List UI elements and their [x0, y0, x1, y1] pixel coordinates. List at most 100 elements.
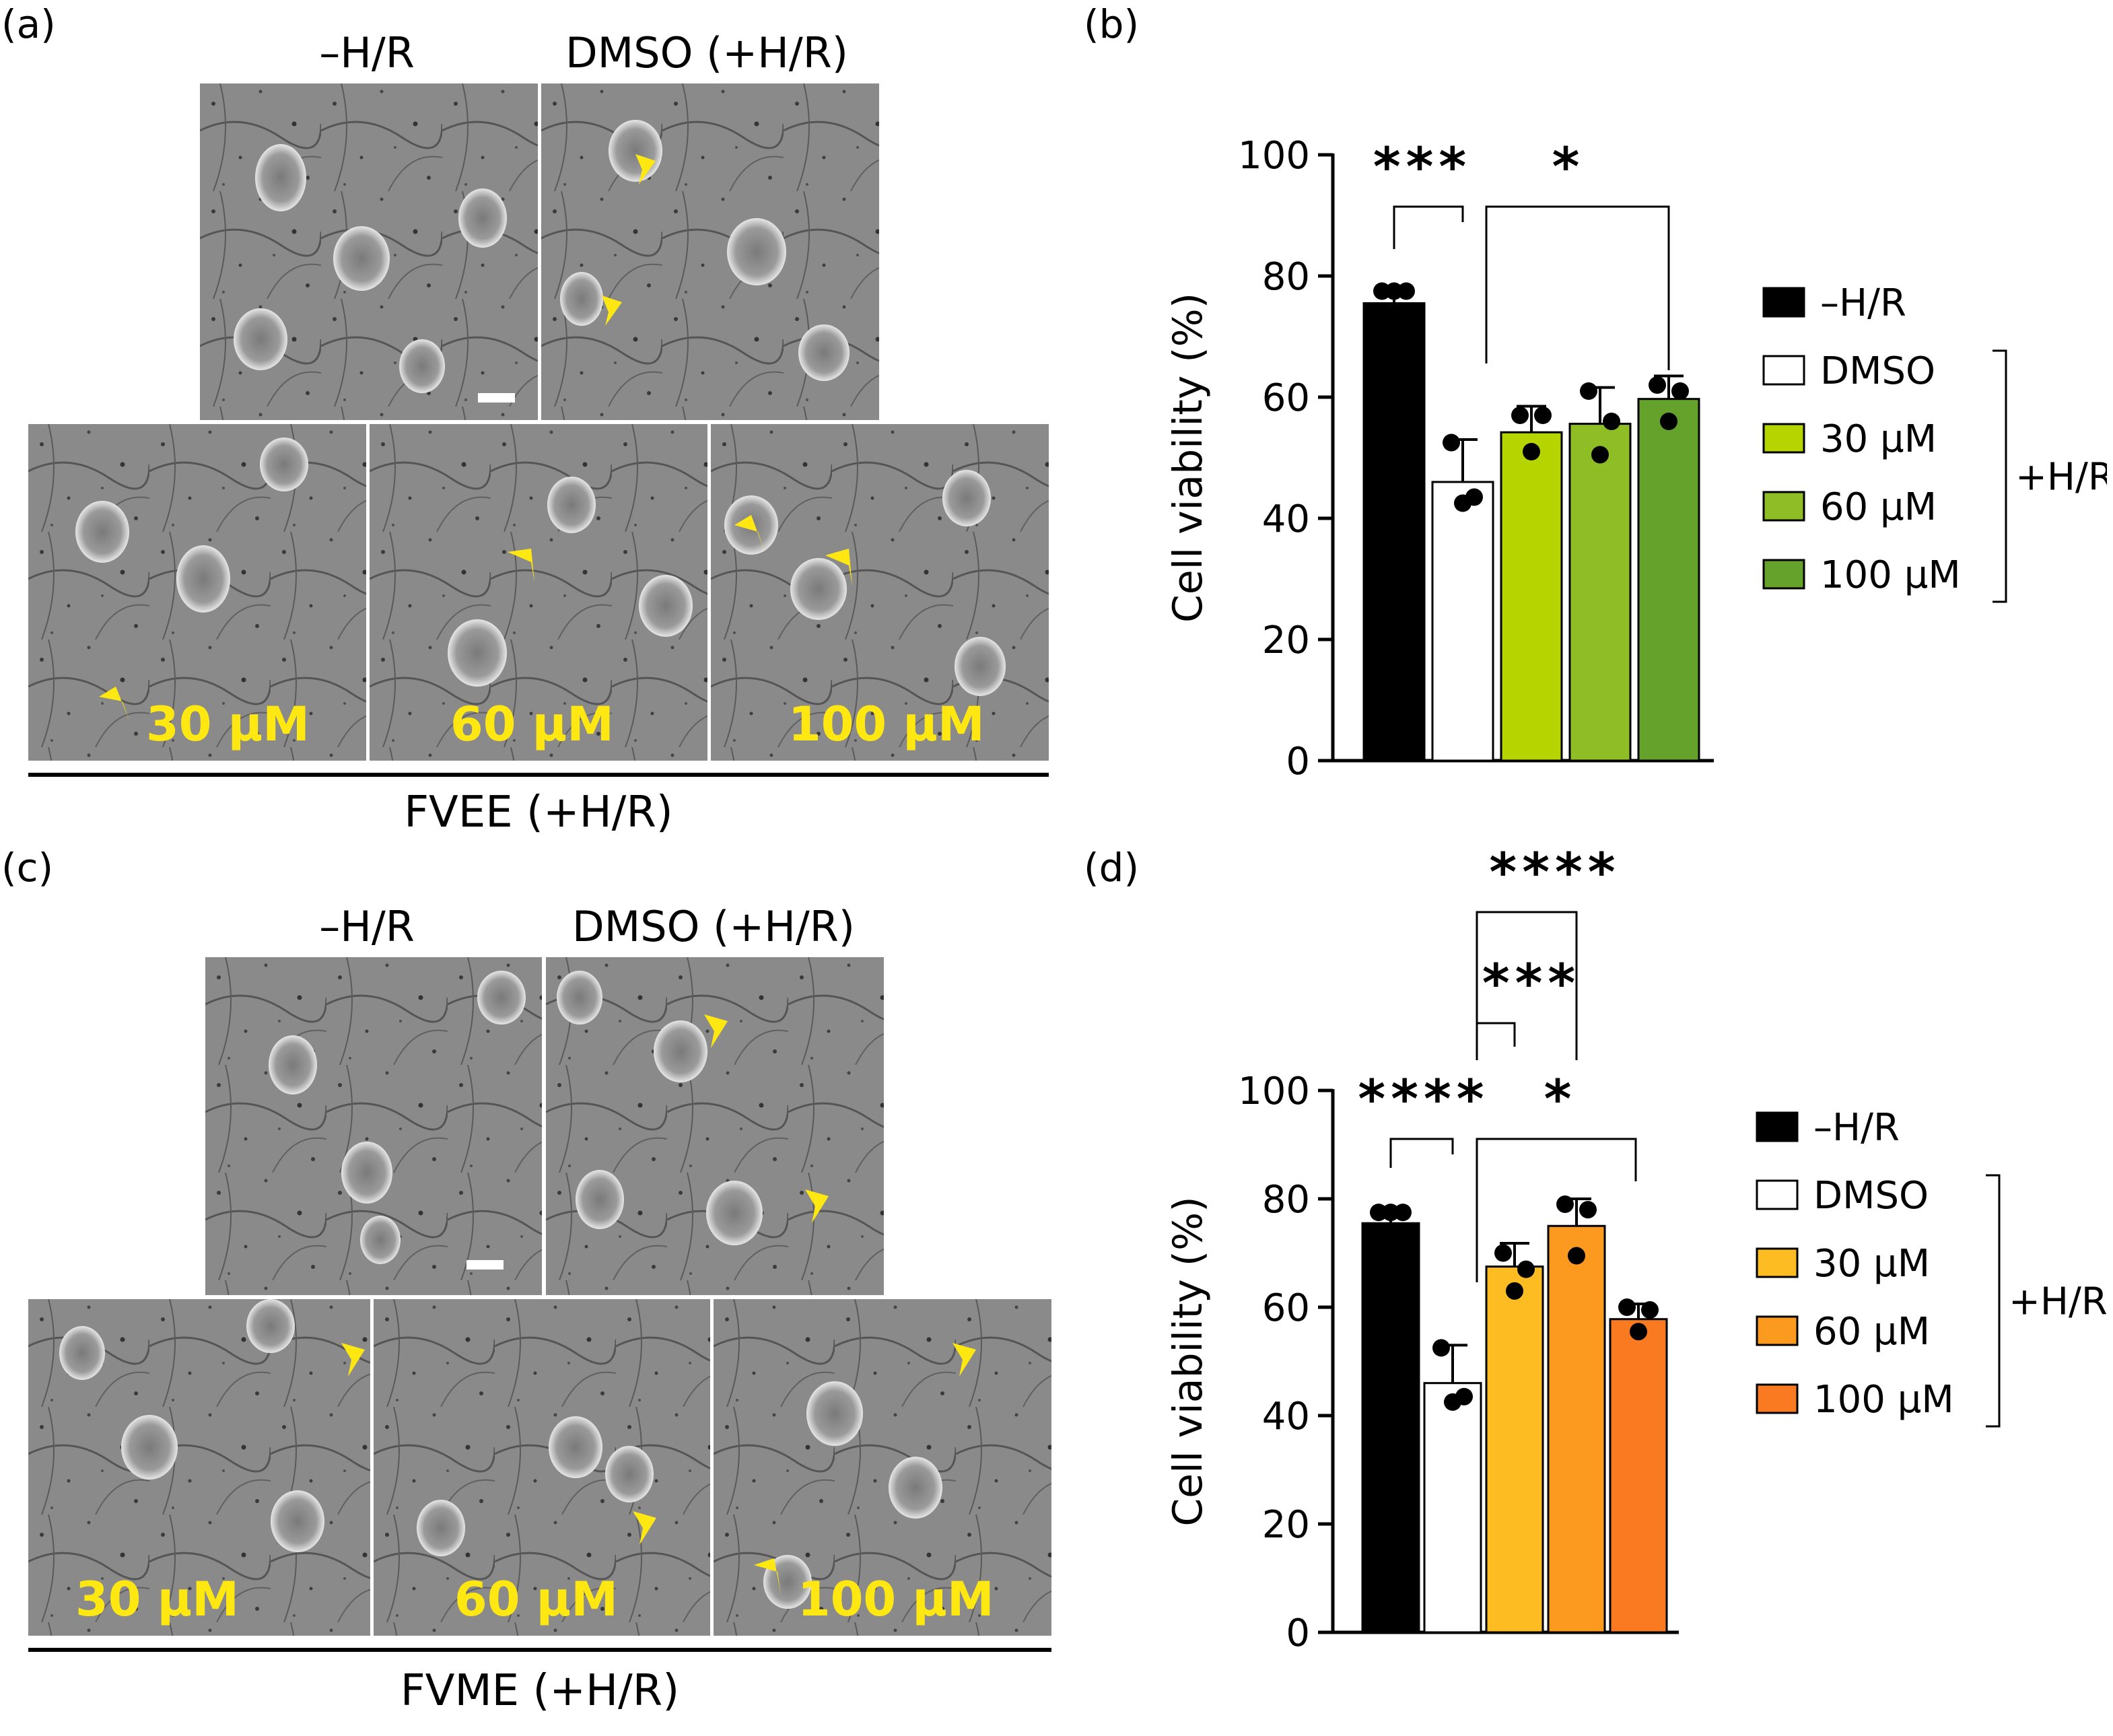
legend-label-2: 30 μM [1820, 417, 1937, 461]
panel-a-title-control: –H/R [319, 28, 415, 77]
data-point [1641, 1301, 1659, 1319]
legend-label-2: 30 μM [1813, 1242, 1930, 1286]
data-point [1534, 407, 1552, 424]
conc-label-a-60: 60 μM [450, 697, 614, 752]
data-point [1649, 376, 1666, 394]
significance-bracket [1476, 1138, 1637, 1282]
significance-label: * [1544, 1070, 1577, 1130]
conc-label-c-60: 60 μM [454, 1572, 618, 1627]
legend-label-1: DMSO [1820, 349, 1935, 393]
y-tick-label: 80 [1262, 255, 1310, 299]
panel-a-title-dmso: DMSO (+H/R) [565, 28, 848, 77]
y-tick-label: 60 [1262, 376, 1310, 420]
data-point [1432, 1339, 1450, 1357]
data-point [1618, 1298, 1636, 1316]
y-tick-label: 80 [1262, 1178, 1310, 1222]
conc-label-a-100: 100 μM [788, 697, 985, 752]
arrowhead-icon [704, 1014, 728, 1048]
micrograph-a-control [200, 83, 538, 420]
arrowhead-icon [734, 515, 765, 552]
panel-c-title-control: –H/R [319, 902, 415, 951]
scale-bar-c [466, 1260, 504, 1270]
y-tick-label: 100 [1238, 134, 1310, 178]
y-tick-label: 40 [1262, 1395, 1310, 1438]
y-axis-label: Cell viability (%) [1171, 1196, 1212, 1526]
micrograph-a-60uM: 60 μM [370, 424, 707, 761]
conc-label-a-30: 30 μM [146, 697, 310, 752]
data-point [1494, 1244, 1512, 1262]
legend-bracket [1993, 349, 2007, 603]
arrowhead-icon [754, 1558, 781, 1595]
significance-bracket [1485, 205, 1670, 370]
legend-label-3: 60 μM [1813, 1310, 1930, 1354]
significance-label: **** [1489, 845, 1620, 903]
legend-label-0: –H/R [1813, 1106, 1900, 1150]
data-point [1454, 494, 1471, 512]
y-axis-label: Cell viability (%) [1171, 293, 1212, 623]
micrograph-c-30uM: 30 μM [28, 1299, 370, 1636]
data-point [1556, 1195, 1574, 1214]
y-tick-label: 0 [1286, 1611, 1310, 1653]
micrograph-c-60uM: 60 μM [374, 1299, 710, 1636]
legend-swatch-2 [1756, 1247, 1799, 1278]
panel-c-title-dmso: DMSO (+H/R) [571, 902, 855, 951]
arrowhead-icon [825, 549, 852, 586]
legend-label-4: 100 μM [1813, 1378, 1954, 1422]
panel-a-letter: (a) [1, 1, 56, 47]
data-point [1394, 1204, 1412, 1222]
micrograph-c-dmso [546, 957, 884, 1295]
micrograph-a-30uM: 30 μM [28, 424, 366, 761]
data-point [1443, 433, 1460, 452]
significance-label: **** [1358, 1070, 1489, 1130]
data-point [1370, 1204, 1387, 1222]
arrowhead-icon [635, 154, 656, 184]
legend-label-3: 60 μM [1820, 485, 1937, 529]
data-point [1568, 1247, 1585, 1265]
bar-4 [1609, 1318, 1668, 1634]
legend-swatch-3 [1762, 491, 1805, 522]
data-point [1580, 382, 1597, 400]
y-tick-label: 60 [1262, 1286, 1310, 1330]
micrograph-c-control [205, 957, 542, 1295]
legend-bracket-label: +H/R [2015, 456, 2107, 499]
arrowhead-icon [341, 1343, 365, 1377]
legend-label-4: 100 μM [1820, 553, 1961, 597]
significance-label: *** [1373, 137, 1471, 198]
group-line-a [28, 773, 1049, 777]
data-point [1579, 1201, 1597, 1219]
legend-bracket-label: +H/R [2009, 1280, 2107, 1324]
legend-swatch-0 [1762, 287, 1805, 318]
micrograph-a-100uM: 100 μM [711, 424, 1049, 761]
data-point [1511, 407, 1529, 424]
legend-swatch-0 [1756, 1111, 1799, 1142]
significance-bracket [1389, 1138, 1454, 1168]
bar-0 [1362, 302, 1426, 762]
significance-label: *** [1482, 954, 1581, 1014]
legend-bracket [1986, 1174, 2001, 1428]
data-point [1603, 413, 1620, 430]
y-tick-label: 20 [1262, 1503, 1310, 1547]
bar-4 [1637, 398, 1700, 762]
data-point [1506, 1282, 1523, 1300]
micrograph-a-dmso [541, 83, 879, 420]
group-label-c: FVME (+H/R) [400, 1666, 680, 1716]
arrowhead-icon [805, 1189, 829, 1223]
data-point [1671, 382, 1689, 400]
significance-bracket [1393, 205, 1464, 249]
panel-b-letter: (b) [1084, 1, 1140, 47]
panel-d-letter: (d) [1084, 845, 1140, 891]
bar-3 [1568, 423, 1632, 762]
arrowhead-icon [952, 1343, 976, 1377]
bar-2 [1485, 1265, 1544, 1634]
legend-swatch-1 [1762, 355, 1805, 386]
bar-1 [1423, 1382, 1482, 1634]
arrowhead-icon [633, 1511, 656, 1545]
legend-swatch-2 [1762, 423, 1805, 454]
scale-bar-a [478, 393, 515, 403]
data-point [1591, 446, 1609, 464]
data-point [1630, 1323, 1647, 1341]
bar-3 [1547, 1224, 1606, 1634]
legend-swatch-4 [1756, 1383, 1799, 1414]
